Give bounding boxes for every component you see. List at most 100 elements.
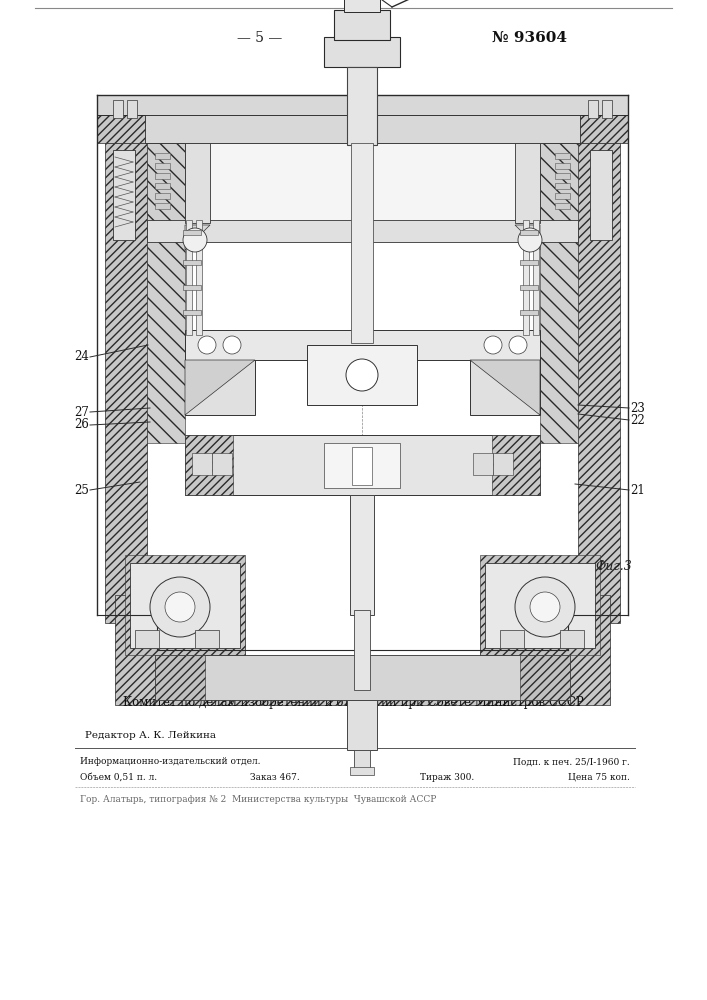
Circle shape	[198, 336, 216, 354]
Bar	[578, 143, 620, 623]
Circle shape	[346, 359, 378, 391]
Bar	[555, 153, 570, 159]
Bar	[602, 100, 612, 118]
Bar	[130, 563, 240, 648]
Text: Заказ 467.: Заказ 467.	[250, 772, 300, 782]
Bar	[555, 173, 570, 179]
Bar	[105, 143, 147, 623]
Bar	[492, 435, 540, 495]
Bar	[347, 700, 377, 750]
Bar	[186, 220, 192, 335]
Polygon shape	[470, 360, 540, 415]
Bar	[555, 203, 570, 209]
Circle shape	[183, 228, 207, 252]
Text: Редактор А. К. Лейкина: Редактор А. К. Лейкина	[85, 730, 216, 740]
Polygon shape	[185, 225, 210, 250]
Bar	[115, 595, 245, 705]
Bar	[307, 345, 417, 405]
Text: 22: 22	[630, 414, 645, 426]
Bar	[147, 143, 185, 443]
Bar	[334, 10, 390, 40]
Bar	[351, 143, 373, 343]
Bar	[350, 495, 374, 615]
Bar	[555, 193, 570, 199]
Circle shape	[150, 577, 210, 637]
Bar	[350, 767, 374, 775]
Bar	[185, 330, 540, 360]
Bar	[540, 143, 578, 443]
Bar	[155, 163, 170, 169]
Bar	[493, 453, 513, 475]
Bar	[185, 360, 255, 415]
Circle shape	[530, 592, 560, 622]
Bar	[183, 230, 201, 235]
Circle shape	[484, 336, 502, 354]
Bar	[145, 115, 580, 143]
Bar	[485, 563, 595, 648]
Text: 25: 25	[74, 484, 89, 496]
Text: Комитет по делам изобретений и открытий при Совете Министров СССР: Комитет по делам изобретений и открытий …	[122, 695, 583, 709]
Bar	[183, 285, 201, 290]
Circle shape	[509, 336, 527, 354]
Bar	[520, 655, 570, 700]
Bar	[185, 435, 540, 495]
Bar	[125, 555, 245, 655]
Text: 27: 27	[74, 406, 89, 418]
Bar	[155, 655, 570, 700]
Bar	[555, 183, 570, 189]
Text: Информационно-издательский отдел.: Информационно-издательский отдел.	[80, 758, 260, 766]
Circle shape	[515, 577, 575, 637]
Bar	[155, 193, 170, 199]
Bar	[515, 143, 540, 223]
Bar	[533, 220, 539, 335]
Text: — 5 —: — 5 —	[238, 31, 283, 45]
Bar	[520, 260, 538, 265]
Bar	[135, 630, 159, 648]
Bar	[324, 37, 400, 67]
Bar	[155, 183, 170, 189]
Circle shape	[223, 336, 241, 354]
Polygon shape	[515, 225, 540, 250]
Bar	[354, 610, 370, 690]
Text: Тираж 300.: Тираж 300.	[420, 772, 474, 782]
Bar	[352, 447, 372, 485]
Text: 21: 21	[630, 484, 645, 496]
Bar	[155, 203, 170, 209]
Text: № 93604: № 93604	[493, 31, 568, 45]
Bar	[97, 95, 628, 115]
Bar	[155, 173, 170, 179]
Bar	[555, 163, 570, 169]
Bar	[590, 150, 612, 240]
Bar	[97, 95, 628, 143]
Bar	[192, 453, 212, 475]
Bar	[196, 220, 202, 335]
Bar	[183, 260, 201, 265]
Bar	[155, 665, 570, 705]
Text: .: .	[352, 681, 354, 686]
Bar	[480, 555, 600, 655]
Bar	[127, 100, 137, 118]
Bar	[185, 143, 540, 223]
Bar	[480, 595, 610, 705]
Text: Цена 75 коп.: Цена 75 коп.	[568, 772, 630, 782]
Bar	[473, 453, 493, 475]
Bar	[354, 750, 370, 768]
Bar	[520, 230, 538, 235]
Bar	[588, 100, 598, 118]
Text: Гор. Алатырь, типография № 2  Министерства культуры  Чувашской АССР: Гор. Алатырь, типография № 2 Министерств…	[80, 796, 436, 804]
Text: 26: 26	[74, 418, 89, 432]
Bar	[185, 435, 233, 495]
Polygon shape	[185, 360, 255, 415]
Text: 24: 24	[74, 351, 89, 363]
Bar	[520, 285, 538, 290]
Bar	[155, 153, 170, 159]
Bar	[212, 453, 232, 475]
Bar	[347, 67, 377, 145]
Bar	[155, 655, 205, 700]
Circle shape	[165, 592, 195, 622]
Bar	[324, 443, 400, 488]
Bar	[520, 310, 538, 315]
Bar	[195, 630, 219, 648]
Bar	[183, 310, 201, 315]
Bar	[344, 0, 380, 12]
